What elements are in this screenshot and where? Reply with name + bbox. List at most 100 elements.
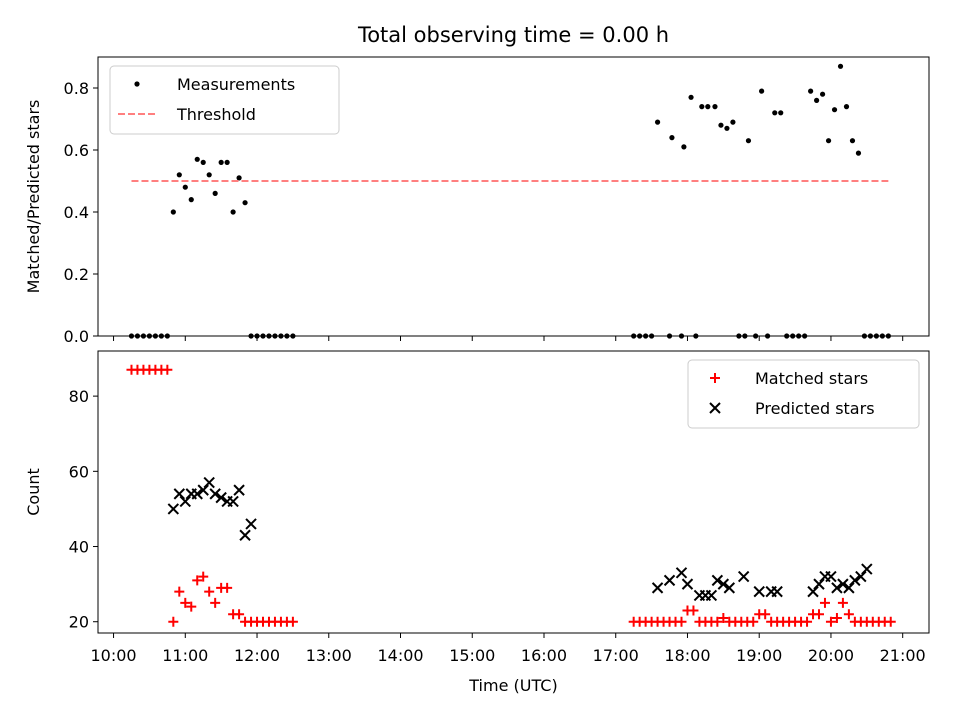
measurement-point [784, 333, 790, 339]
measurement-point [718, 122, 724, 128]
predicted-stars-point [771, 585, 783, 598]
measurement-point [849, 138, 856, 144]
measurement-point [879, 333, 885, 339]
predicted-stars-point [227, 495, 239, 508]
matched-stars-point [825, 616, 836, 627]
x-axis-label: Time (UTC) [468, 676, 557, 695]
x-tick-label: 20:00 [808, 646, 854, 665]
measurement-point [855, 150, 862, 156]
x-tick-label: 14:00 [377, 646, 423, 665]
measurement-point [182, 184, 188, 190]
chart-title: Total observing time = 0.00 h [357, 23, 669, 47]
predicted-stars-point [651, 582, 664, 594]
y-tick-label: 0.6 [64, 141, 89, 160]
predicted-stars-point [663, 574, 676, 587]
y-tick-label: 20 [69, 613, 89, 632]
x-tick-label: 15:00 [449, 646, 495, 665]
matched-stars-point [676, 616, 687, 627]
matched-stars-point [813, 609, 824, 620]
predicted-stars-point [849, 574, 861, 587]
x-tick-label: 17:00 [593, 646, 639, 665]
measurement-point [284, 333, 290, 339]
legend-label: Threshold [176, 105, 256, 124]
x-tick-label: 12:00 [234, 646, 280, 665]
matched-stars-point [819, 597, 830, 608]
predicted-stars-point [825, 570, 837, 583]
measurement-point [176, 172, 182, 178]
measurement-point [764, 333, 771, 339]
legend-label: Measurements [177, 75, 295, 94]
measurement-point [631, 333, 637, 339]
measurement-point [705, 104, 711, 110]
predicted-stars-point [837, 578, 849, 590]
measurement-point [260, 333, 266, 339]
matched-stars-point [837, 597, 848, 608]
predicted-stars-point [843, 582, 855, 594]
x-tick-label: 19:00 [736, 646, 782, 665]
matched-stars-point [198, 571, 209, 582]
measurement-point [778, 110, 784, 116]
matched-stars-point [831, 612, 842, 623]
y-tick-label: 0.2 [64, 265, 89, 284]
measurement-point [236, 175, 242, 181]
measurement-point [666, 333, 673, 339]
predicted-stars-point [711, 574, 724, 587]
matched-stars-point [287, 616, 298, 627]
measurement-point [772, 110, 778, 116]
measurement-point [218, 159, 224, 165]
x-tick-label: 18:00 [664, 646, 710, 665]
measurement-point [730, 119, 736, 125]
legend-label: Predicted stars [755, 399, 875, 418]
predicted-stars-point [681, 578, 694, 590]
y-axis-label: Count [24, 468, 43, 516]
measurement-point [290, 333, 296, 339]
measurement-point [266, 333, 272, 339]
measurement-point [637, 333, 643, 339]
measurement-point [152, 333, 158, 339]
predicted-stars-point [855, 570, 867, 583]
y-tick-label: 0.4 [64, 203, 89, 222]
measurement-point [242, 200, 248, 206]
measurement-point [688, 94, 694, 100]
measurement-point [669, 135, 675, 141]
measurement-point [678, 333, 685, 339]
matched-stars-point [712, 616, 723, 627]
matched-stars-point [210, 597, 221, 608]
matched-stars-point [885, 616, 896, 627]
measurement-point [796, 333, 802, 339]
measurement-point [200, 159, 206, 165]
matched-stars-point [192, 575, 203, 586]
measurement-point [736, 333, 742, 339]
measurement-point [724, 125, 730, 131]
matched-stars-point [186, 601, 197, 612]
matched-stars-point [222, 582, 233, 593]
measurement-point [802, 333, 808, 339]
legend-marker-matched [710, 373, 720, 383]
axes-frame [97, 350, 930, 634]
chart-counts: 20 40 60 80 10:00 11:00 12:00 13:00 14:00 15:00 16… [24, 350, 930, 695]
predicted-stars-point [167, 503, 180, 515]
measurement-point [194, 156, 200, 162]
measurement-point [861, 333, 868, 339]
matched-stars-point [843, 609, 854, 620]
y-axis-label: Matched/Predicted stars [24, 100, 43, 294]
matched-stars-point [162, 364, 173, 375]
measurement-point [224, 159, 230, 165]
predicted-stars-point [675, 567, 688, 579]
predicted-stars-point [831, 582, 843, 594]
measurement-point [825, 138, 832, 144]
measurement-point [745, 138, 752, 144]
matched-stars-point [802, 616, 813, 627]
legend-box [109, 65, 340, 135]
measurement-point [843, 104, 850, 110]
predicted-stars-point [723, 582, 736, 594]
measurement-point [654, 119, 661, 125]
y-tick-label: 40 [69, 538, 89, 557]
matched-stars-point [688, 605, 699, 616]
measurement-point [831, 107, 838, 113]
predicted-stars-point [203, 476, 215, 489]
matched-stars-point [234, 609, 245, 620]
measurement-point [212, 190, 218, 196]
measurement-point [158, 333, 164, 339]
predicted-stars-point [209, 488, 221, 500]
